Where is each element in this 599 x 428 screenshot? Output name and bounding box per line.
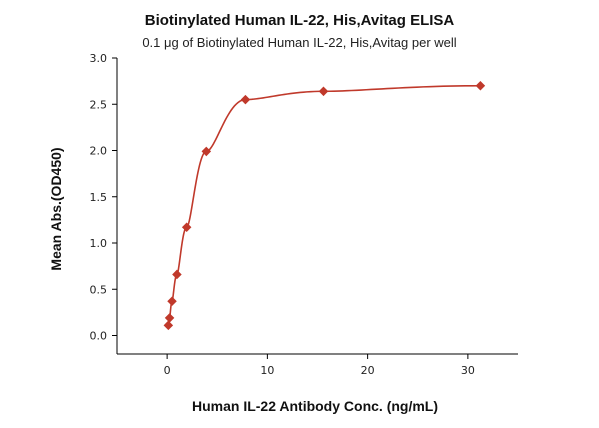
x-axis-ticks: 0 10 20 30 (164, 354, 475, 377)
y-tick-label: 3.0 (90, 52, 108, 65)
fit-curve (167, 84, 481, 326)
x-axis-label: Human IL-22 Antibody Conc. (ng/mL) (192, 398, 438, 414)
data-point (163, 320, 174, 331)
data-point (164, 313, 175, 323)
data-point (172, 269, 182, 280)
data-points (163, 80, 486, 331)
y-axis-ticks: 0.0 0.5 1.0 1.5 2.0 2.5 3.0 (90, 52, 117, 343)
y-tick-label: 1.0 (90, 237, 108, 250)
x-tick-label: 20 (361, 364, 375, 377)
y-axis-label: Mean Abs.(OD450) (48, 147, 64, 270)
plot-frame (116, 58, 518, 355)
x-tick-label: 0 (164, 364, 171, 377)
data-point (475, 80, 486, 91)
y-tick-label: 0.0 (90, 330, 108, 343)
chart-title: Biotinylated Human IL-22, His,Avitag ELI… (145, 12, 455, 29)
x-tick-label: 30 (461, 364, 475, 377)
chart-subtitle: 0.1 μg of Biotinylated Human IL-22, His,… (142, 35, 456, 50)
data-point (318, 86, 329, 97)
data-point (201, 146, 212, 157)
y-tick-label: 2.5 (90, 98, 108, 111)
data-point (240, 94, 251, 105)
y-tick-label: 2.0 (90, 145, 108, 158)
x-tick-label: 10 (260, 364, 274, 377)
data-point (167, 296, 177, 307)
data-point (181, 222, 192, 233)
y-tick-label: 0.5 (90, 283, 108, 296)
y-tick-label: 1.5 (90, 191, 108, 204)
